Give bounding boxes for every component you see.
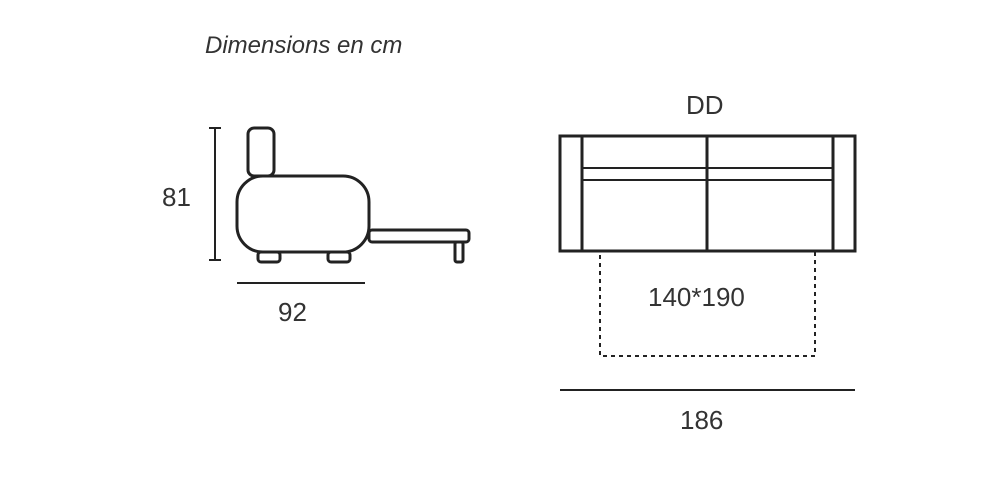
top-view (560, 136, 855, 251)
diagram-canvas: Dimensions en cm 81 92 DD 140*190 186 (0, 0, 1000, 500)
height-dimension-bar (209, 128, 221, 260)
mattress-outline (600, 251, 815, 356)
side-view (237, 128, 469, 262)
line-art (0, 0, 1000, 500)
